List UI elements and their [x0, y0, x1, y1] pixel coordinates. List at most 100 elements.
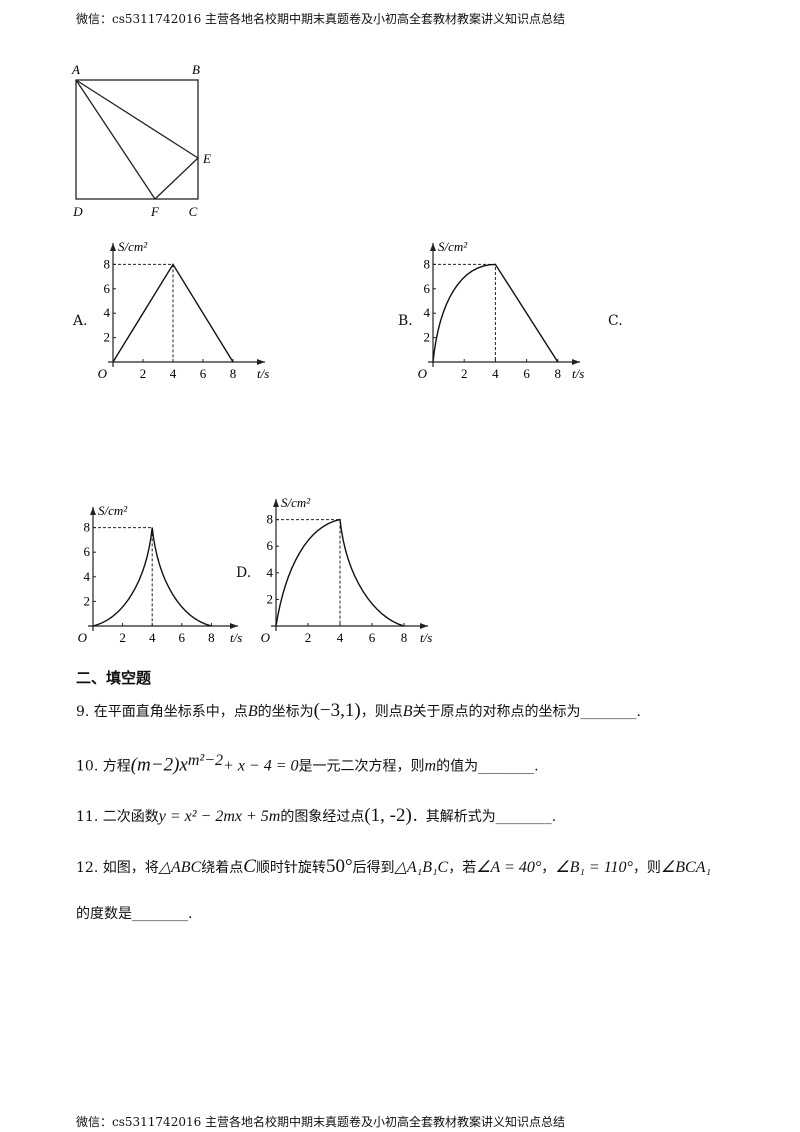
x-tick-label: 2 — [461, 366, 468, 381]
y-tick-label: 8 — [104, 256, 111, 271]
y-axis-label: S/cm² — [98, 503, 128, 518]
point-label: C — [189, 204, 198, 219]
q-math: ∠A = 40° — [476, 859, 542, 876]
x-tick-label: 6 — [369, 630, 376, 645]
y-tick-label: 6 — [84, 544, 91, 559]
point-label: B — [192, 62, 200, 77]
q-math: B — [247, 703, 258, 720]
q-math: B — [402, 703, 413, 720]
q-text: ，若 — [448, 860, 477, 876]
y-tick-label: 2 — [267, 591, 274, 606]
x-tick-label: 4 — [170, 366, 177, 381]
x-tick-label: 8 — [230, 366, 237, 381]
x-tick-label: 6 — [200, 366, 207, 381]
origin-label: O — [418, 366, 428, 381]
q-math: (−3,1) — [313, 700, 361, 721]
y-tick-label: 8 — [424, 256, 431, 271]
q-math: y = x² − 2mx + 5m — [158, 808, 281, 825]
option-label: C. — [608, 313, 623, 329]
y-tick-label: 6 — [424, 281, 431, 296]
y-axis-label: S/cm² — [438, 239, 468, 254]
q-text: 12. 如图，将 — [76, 860, 159, 876]
header: 微信：cs5311742016 主营各地名校期中期末真题卷及小初高全套教材教案讲… — [76, 12, 566, 26]
point-label: F — [150, 204, 160, 219]
x-tick-label: 2 — [119, 630, 126, 645]
point-label: D — [72, 204, 83, 219]
dashed-guide — [93, 527, 153, 626]
x-tick-label: 2 — [305, 630, 312, 645]
y-tick-label: 4 — [104, 305, 111, 320]
x-axis-label: t/s — [257, 366, 269, 381]
graph-curve — [92, 527, 212, 627]
question-continued: 的度数是________. — [76, 906, 193, 922]
y-tick-label: 2 — [84, 593, 91, 608]
option-label: A. — [73, 313, 88, 329]
q-text: ．其解析式为________. — [411, 809, 557, 825]
graph-curve — [275, 518, 405, 627]
y-tick-label: 2 — [424, 330, 431, 345]
dashed-guide — [276, 519, 341, 626]
point-label: E — [202, 151, 211, 166]
q-text: 的图象经过点 — [280, 809, 365, 825]
x-tick-label: 4 — [149, 630, 156, 645]
origin-label: O — [98, 366, 108, 381]
q-math: (1, -2) — [364, 805, 412, 826]
y-axis-label: S/cm² — [281, 495, 311, 510]
q-text: 顺时针旋转 — [255, 860, 326, 876]
x-axis-label: t/s — [420, 630, 432, 645]
arrow — [430, 243, 436, 251]
x-tick-label: 6 — [523, 366, 530, 381]
question: 12. 如图，将△ABC绕着点C顺时针旋转50°后得到△A₁B₁C，若∠A = … — [76, 856, 711, 878]
arrow — [257, 359, 265, 365]
x-axis-label: t/s — [572, 366, 584, 381]
q-text: 11. 二次函数 — [76, 809, 159, 825]
q-text: 是一元二次方程，则 — [298, 758, 425, 775]
q-text: 9. 在平面直角坐标系中，点 — [76, 704, 248, 720]
q-math: m — [424, 757, 437, 775]
q-math: C — [243, 856, 256, 877]
q-text: 的值为________. — [436, 758, 539, 775]
q-text: ，则点 — [360, 704, 403, 720]
q-math: △A₁B₁C — [394, 859, 449, 876]
section-title: 二、填空题 — [76, 669, 152, 687]
y-tick-label: 6 — [267, 538, 274, 553]
q-text: ， — [541, 860, 556, 876]
origin-label: O — [261, 630, 271, 645]
question: 11. 二次函数y = x² − 2mx + 5m的图象经过点(1, -2)．其… — [76, 805, 556, 827]
q-text: 10. 方程 — [76, 758, 131, 775]
arrow — [230, 623, 238, 629]
q-math: △ABC — [158, 859, 202, 876]
arrow — [273, 499, 279, 507]
y-tick-label: 4 — [84, 569, 91, 584]
y-tick-label: 6 — [104, 281, 111, 296]
q-math: m²−2 — [187, 752, 224, 769]
y-tick-label: 8 — [267, 512, 274, 527]
q-math: ∠BCA₁ — [660, 859, 712, 876]
footer: 微信：cs5311742016 主营各地名校期中期末真题卷及小初高全套教材教案讲… — [76, 1115, 566, 1129]
y-tick-label: 4 — [424, 305, 431, 320]
point-label: A — [71, 62, 80, 77]
arrow — [420, 623, 428, 629]
q-text: ，则 — [632, 860, 661, 876]
origin-label: O — [78, 630, 88, 645]
arrow — [572, 359, 580, 365]
x-tick-label: 4 — [337, 630, 344, 645]
x-tick-label: 4 — [492, 366, 499, 381]
arrow — [90, 507, 96, 515]
y-axis-label: S/cm² — [118, 239, 148, 254]
q-math: (m−2)x — [130, 754, 188, 776]
option-label: D. — [236, 565, 252, 581]
x-tick-label: 8 — [208, 630, 215, 645]
q-math: + x − 4 = 0 — [223, 757, 299, 775]
question: 10. 方程(m−2)xm²−2+ x − 4 = 0是一元二次方程，则m的值为… — [76, 752, 539, 777]
arrow — [110, 243, 116, 251]
q-text: 绕着点 — [201, 860, 244, 876]
x-tick-label: 8 — [401, 630, 408, 645]
graph-curve — [432, 263, 559, 363]
question: 9. 在平面直角坐标系中，点B的坐标为(−3,1)，则点B关于原点的对称点的坐标… — [76, 700, 641, 722]
q-text: 关于原点的对称点的坐标为________. — [412, 704, 641, 720]
q-text: 后得到 — [352, 860, 395, 876]
graph-curve — [112, 263, 234, 363]
